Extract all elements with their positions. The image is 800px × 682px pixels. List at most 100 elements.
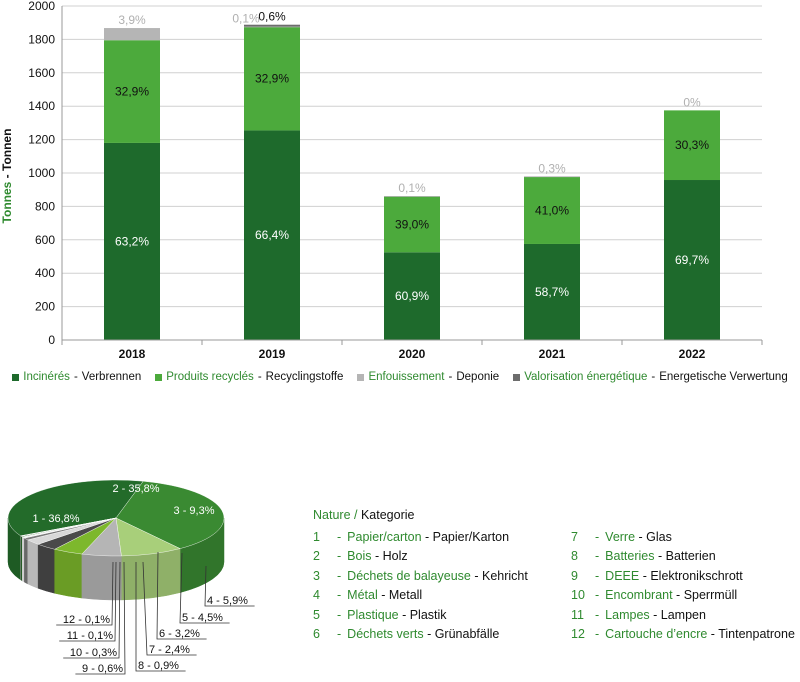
bar-segment <box>244 130 300 340</box>
pie-label: 12 - 0,1% <box>63 614 110 626</box>
bar-segment <box>244 24 300 27</box>
bar-segment <box>104 142 160 340</box>
pie-label: 2 - 35,8% <box>112 483 159 495</box>
data-label: 0,3% <box>538 161 566 175</box>
category-item: 4 - Métal - Metall <box>313 586 528 605</box>
bar-segment <box>524 176 580 178</box>
category-name-fr: Batteries <box>605 549 655 564</box>
bars: 63,2%32,9%3,9%66,4%32,9%0,1%0,6%60,9%39,… <box>104 10 720 340</box>
data-label: 58,7% <box>535 285 569 299</box>
category-number: 7 <box>571 530 578 544</box>
pie-slice <box>7 479 144 537</box>
category-legend: Nature / Kategorie 1- Papier/carton - Pap… <box>313 508 795 641</box>
pie-label: 6 - 3,2% <box>159 628 200 640</box>
category-item: 7 - Verre - Glas <box>571 528 795 547</box>
pie-label: 1 - 36,8% <box>32 513 79 525</box>
pie-leader-line <box>56 561 114 626</box>
legend-swatch <box>513 373 521 381</box>
pie-leader-line <box>204 565 255 607</box>
category-name-fr: Bois <box>347 549 372 564</box>
bar-legend: Incinérés - Verbrennen Produits recyclés - Re… <box>0 364 800 390</box>
y-tick-label: 1000 <box>28 166 55 180</box>
category-name-fr: DEEE <box>605 568 640 583</box>
legend-separator: - <box>257 371 262 383</box>
y-tick-label: 400 <box>35 266 55 280</box>
y-tick-label: 600 <box>35 233 55 247</box>
y-tick-label: 200 <box>35 300 55 314</box>
pie-chart: 1 - 36,8% 2 - 35,8% 3 - 9,3% 4 - 5,9% 5 - 4,… <box>7 479 255 675</box>
category-number: 4 <box>313 588 320 603</box>
category-column: 1- Papier/carton - Papier/Karton 2- Bois - … <box>313 528 528 644</box>
category-item: 1 - Papier/carton - Papier/Karton <box>313 528 528 547</box>
category-name-de: Plastik <box>409 607 447 622</box>
legend-label-fr: Enfouissement <box>368 371 445 383</box>
data-label: 39,0% <box>395 217 429 231</box>
category-name-de: Kehricht <box>481 568 528 583</box>
category-title-fr: Nature / <box>313 508 358 522</box>
category-number: 12 <box>571 626 585 641</box>
category-column: 7- Verre - Glas 8- Batteries - Batterien 9- D… <box>571 528 795 644</box>
pie-label: 4 - 5,9% <box>207 595 248 607</box>
category-number: 8 <box>571 549 578 564</box>
category-separator: - <box>470 568 482 583</box>
bar-segment <box>244 26 300 28</box>
category-name-fr: Déchets de balayeuse <box>347 568 471 583</box>
pie-leader-line <box>59 561 117 642</box>
category-number: 9 <box>571 568 578 583</box>
pie-label: 11 - 0,1% <box>67 630 113 642</box>
bar-segment <box>384 252 440 340</box>
category-name-de: Metall <box>388 588 423 603</box>
bar-segment <box>104 28 160 41</box>
category-name-fr: Papier/carton <box>347 530 422 544</box>
category-number: 3 <box>313 568 320 583</box>
category-item: 9 - DEEE - Elektronikschrott <box>571 567 795 586</box>
legend-item: Incinérés - Verbrennen <box>12 371 141 383</box>
legend-separator: - <box>73 371 78 383</box>
pie-label: 3 - 9,3% <box>174 505 215 517</box>
pie-leader-line <box>156 551 207 640</box>
category-dash: - <box>595 626 600 641</box>
pie-slice-side <box>121 548 181 601</box>
category-name-de: Grünabfälle <box>434 626 500 641</box>
x-tick-label: 2021 <box>539 347 566 361</box>
y-axis-label-fr: Tonnes <box>0 181 14 223</box>
category-item: 10- Encombrant - Sperrmüll <box>571 586 795 605</box>
bar-segment <box>524 243 580 340</box>
category-name-de: Batterien <box>665 549 716 564</box>
category-number: 2 <box>313 549 320 564</box>
y-axis-label: Tonnes - Tonnen <box>0 129 14 224</box>
x-tick-label: 2019 <box>259 347 286 361</box>
category-name-de: Elektronikschrott <box>650 568 743 583</box>
category-separator: - <box>377 588 389 603</box>
category-name-de: Papier/Karton <box>432 530 510 544</box>
bar-segment <box>664 110 720 181</box>
data-label: 0% <box>683 95 701 109</box>
category-name-fr: Métal <box>347 588 378 603</box>
legend-label-fr: Valorisation énergétique <box>524 371 648 383</box>
data-label: 30,3% <box>675 138 709 152</box>
y-tick-label: 1800 <box>28 32 55 46</box>
pie-leader-line <box>63 561 121 659</box>
bar-segment <box>384 196 440 253</box>
y-axis-label-de: Tonnen <box>0 129 14 171</box>
category-dash: - <box>337 530 342 544</box>
pie-label: 7 - 2,4% <box>149 644 190 656</box>
category-separator: - <box>707 626 719 641</box>
pie-leader-line <box>179 552 230 624</box>
category-title-de: Kategorie <box>360 508 415 522</box>
category-item: 2 - Bois - Holz <box>313 547 528 566</box>
category-name-de: Tintenpatrone <box>718 626 795 641</box>
legend-separator: - <box>651 371 656 383</box>
data-label: 63,2% <box>115 234 149 248</box>
category-dash: - <box>595 530 600 544</box>
category-number: 6 <box>313 626 320 641</box>
category-name-de: Sperrmüll <box>683 588 738 603</box>
pie-top <box>7 479 225 557</box>
data-label: 32,9% <box>255 72 289 86</box>
category-separator: - <box>649 607 661 622</box>
category-dash: - <box>337 568 342 583</box>
category-separator: - <box>398 607 410 622</box>
data-label: 0,1% <box>398 181 426 195</box>
legend-item: Valorisation énergétique - Energetische Ve… <box>513 371 788 383</box>
pie-slice-side <box>22 536 25 583</box>
